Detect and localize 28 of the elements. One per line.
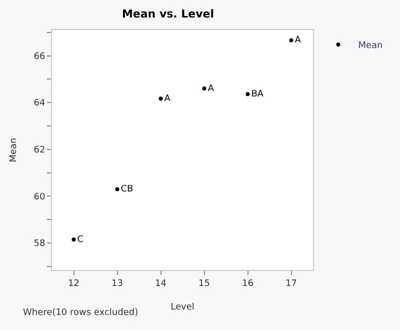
y-tick-label: 58: [34, 239, 46, 250]
legend-label: Mean: [358, 41, 383, 52]
x-tick-label: 16: [242, 278, 254, 289]
point: [72, 238, 76, 242]
point: [246, 92, 250, 96]
y-tick-label: 62: [34, 146, 46, 156]
x-tick-label: 15: [198, 278, 210, 289]
data-label: CB: [120, 184, 134, 194]
x-axis-title: Level: [170, 302, 194, 313]
y-tick-label: 66: [34, 52, 46, 62]
point: [289, 38, 294, 42]
data-label: A: [164, 94, 172, 104]
text: Where(10 rows excluded): [23, 308, 138, 318]
x-tick-label: 13: [112, 278, 123, 289]
y-axis-title: Mean: [9, 138, 20, 162]
y-tick-label: 64: [34, 98, 46, 109]
x-tick-label: 12: [68, 278, 80, 289]
point: [202, 86, 206, 91]
chart-title: Mean vs. Level: [122, 8, 214, 21]
point: [115, 187, 120, 192]
point: [158, 96, 163, 101]
y-tick-label: 60: [34, 192, 46, 202]
x-tick-label: 17: [286, 278, 297, 289]
x-tick-label: 14: [155, 278, 167, 289]
data-label: A: [294, 36, 302, 46]
data-label: A: [208, 84, 215, 94]
data-label: C: [77, 234, 84, 245]
data-label: BA: [251, 89, 264, 100]
